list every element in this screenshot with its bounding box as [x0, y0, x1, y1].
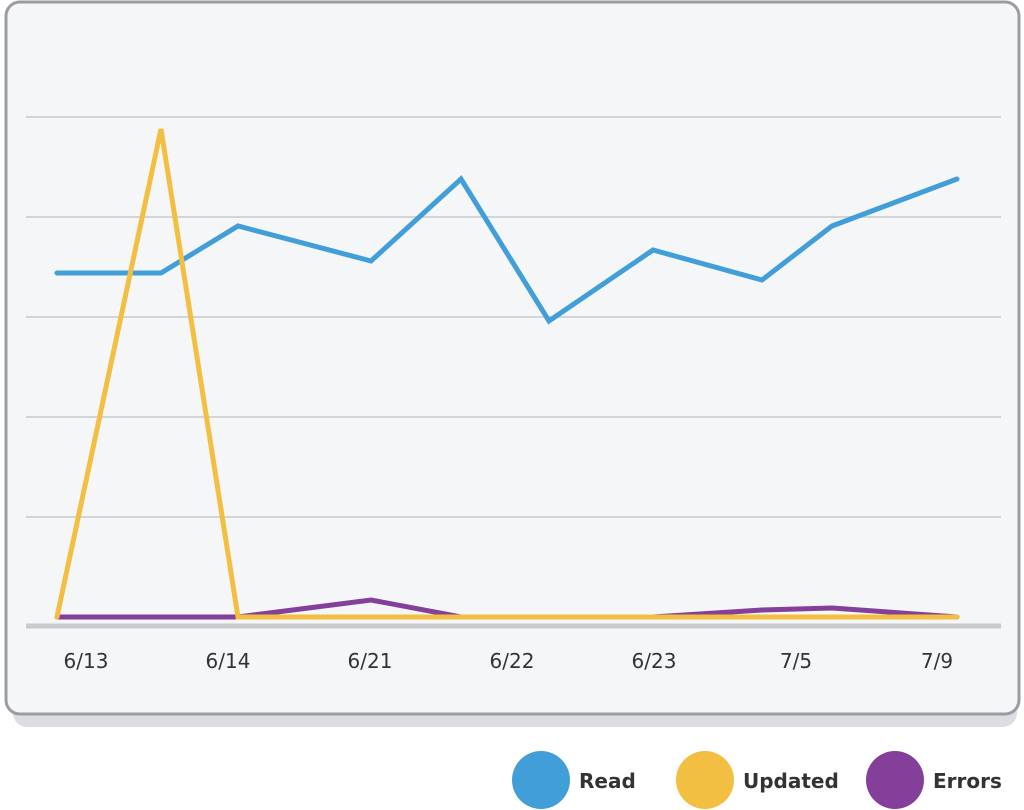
x-tick-label: 6/21 — [348, 649, 393, 673]
legend-swatch-errors — [866, 751, 924, 809]
x-tick-label: 7/5 — [780, 649, 812, 673]
legend: Read Updated Errors — [512, 751, 1002, 809]
series-lines — [54, 128, 960, 620]
x-tick-label: 7/9 — [921, 649, 953, 673]
chart-card — [4, 0, 1021, 716]
series-line-updated — [54, 128, 960, 620]
x-tick-labels: 6/13 6/14 6/21 6/22 6/23 7/5 7/9 — [64, 649, 954, 673]
series-line-read — [54, 175, 960, 325]
legend-label-read: Read — [579, 769, 636, 793]
legend-label-updated: Updated — [743, 769, 839, 793]
x-tick-label: 6/22 — [490, 649, 535, 673]
x-tick-label: 6/13 — [64, 649, 109, 673]
grid-lines — [26, 116, 1001, 518]
legend-label-errors: Errors — [933, 769, 1002, 793]
legend-swatch-updated — [676, 751, 734, 809]
x-tick-label: 6/14 — [206, 649, 251, 673]
x-tick-label: 6/23 — [632, 649, 677, 673]
legend-swatch-read — [512, 751, 570, 809]
